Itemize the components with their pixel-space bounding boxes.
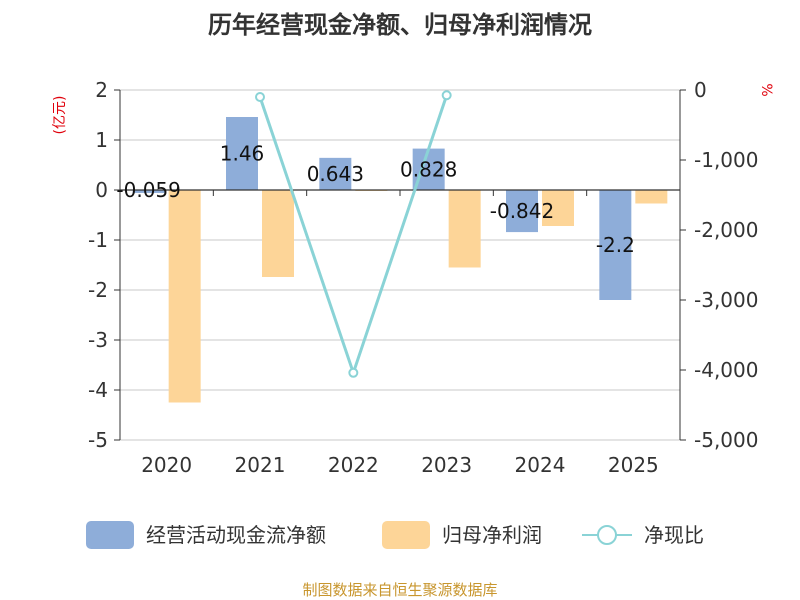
category-label: 2020 — [141, 453, 192, 477]
category-label: 2022 — [328, 453, 379, 477]
left-tick-label: -1 — [88, 228, 108, 252]
tick-labels: 2 1 0 -1 -2 -3 -4 -5 0 -1,000 -2,000 -3,000 -4,000 -5… — [88, 78, 758, 477]
legend-swatch-operating-cash-flow — [86, 521, 134, 549]
bar-net-profit — [448, 190, 481, 268]
left-tick-label: 1 — [95, 128, 108, 152]
data-label: 0.828 — [400, 157, 457, 181]
line-series — [255, 90, 452, 378]
category-label: 2023 — [421, 453, 472, 477]
bar-net-profit — [262, 190, 294, 277]
bar-operating-cash-flow — [319, 157, 352, 190]
right-tick-label: -4,000 — [694, 358, 758, 382]
line-point — [255, 92, 265, 102]
data-label: 1.46 — [220, 142, 265, 166]
source-note: 制图数据来自恒生聚源数据库 — [302, 581, 497, 599]
bar-operating-cash-flow — [599, 190, 632, 300]
data-label: -0.842 — [490, 199, 554, 223]
bar-operating-cash-flow — [226, 117, 258, 190]
left-tick-label: -5 — [88, 428, 108, 452]
right-tick-label: -1,000 — [694, 148, 758, 172]
right-tick-label: -3,000 — [694, 288, 758, 312]
legend: 经营活动现金流净额 归母净利润 净现比 — [86, 521, 704, 549]
bar-net-profit — [542, 190, 574, 226]
right-tick-label: -2,000 — [694, 218, 758, 242]
legend-label-operating-cash-flow: 经营活动现金流净额 — [146, 523, 326, 547]
data-label: 0.643 — [307, 162, 364, 186]
line-point — [441, 90, 452, 101]
axes — [114, 89, 686, 441]
left-tick-label: -2 — [88, 278, 108, 302]
line-point — [348, 367, 359, 378]
legend-label-net-profit: 归母净利润 — [442, 523, 542, 547]
grid-lines — [120, 89, 680, 441]
chart-title: 历年经营现金净额、归母净利润情况 — [208, 11, 592, 39]
bar-operating-cash-flow — [506, 190, 538, 233]
bar-net-profit — [168, 190, 201, 403]
bar-marks — [132, 117, 668, 403]
bar-operating-cash-flow — [132, 190, 165, 193]
data-label: -2.2 — [596, 233, 635, 257]
legend-swatch-marker — [597, 525, 617, 545]
bar-net-profit — [635, 190, 668, 204]
left-tick-label: 2 — [95, 78, 108, 102]
left-tick-label: -3 — [88, 328, 108, 352]
category-label: 2025 — [608, 453, 659, 477]
legend-label-cash-ratio: 净现比 — [644, 523, 704, 547]
left-tick-label: -4 — [88, 378, 108, 402]
right-tick-label: -5,000 — [694, 428, 758, 452]
right-tick-label: 0 — [694, 78, 707, 102]
right-axis-unit: % — [758, 83, 774, 96]
left-axis-unit: (亿元) — [52, 96, 68, 135]
legend-swatch-net-profit — [382, 521, 430, 549]
category-label: 2024 — [515, 453, 566, 477]
category-label: 2021 — [235, 453, 286, 477]
data-labels: -0.059 1.46 0.643 0.828 -0.842 -2.2 — [116, 142, 634, 258]
data-label: -0.059 — [116, 178, 180, 202]
left-tick-label: 0 — [95, 178, 108, 202]
